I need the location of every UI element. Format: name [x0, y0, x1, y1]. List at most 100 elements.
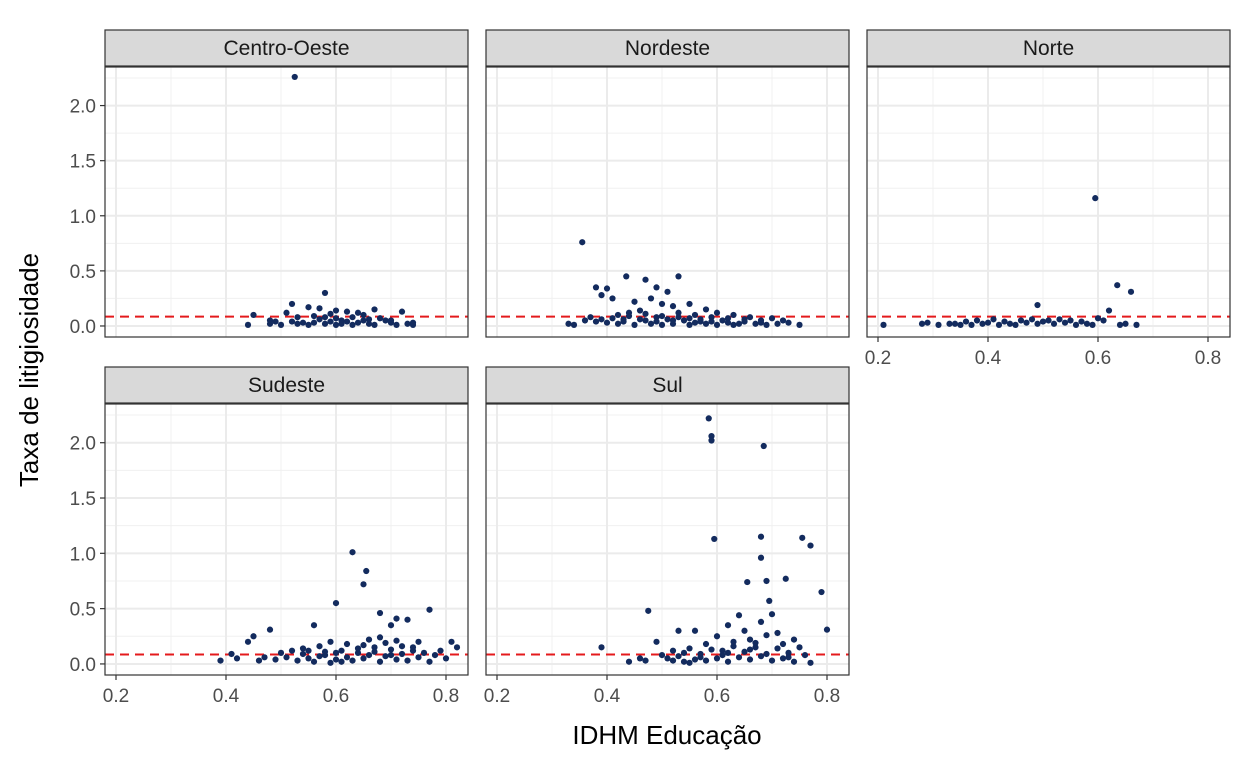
data-point — [255, 657, 263, 664]
data-point — [880, 321, 887, 328]
data-point — [338, 647, 345, 654]
data-point — [365, 320, 373, 327]
data-point — [382, 317, 389, 324]
data-point — [686, 321, 693, 328]
data-point — [393, 656, 400, 663]
data-point — [708, 318, 715, 325]
panel-sul: Sul 0.2 0.4 0.6 0.8 — [484, 366, 850, 707]
x-tick-label: 0.2 — [484, 686, 510, 707]
data-point — [1034, 320, 1041, 327]
data-point — [653, 314, 660, 321]
data-point — [686, 315, 693, 322]
data-point — [708, 437, 715, 444]
x-tick-label: 0.4 — [975, 348, 1002, 369]
data-point — [741, 648, 748, 655]
data-point — [404, 657, 411, 664]
data-point — [763, 632, 770, 639]
panel-sudeste: Sudeste 0.0 0.5 1.0 1.5 2.0 0.2 0.4 0.6 0.8 — [70, 366, 469, 707]
data-point — [708, 314, 715, 321]
data-point — [437, 647, 444, 654]
data-point — [305, 304, 312, 311]
data-point — [1122, 320, 1129, 327]
y-tick-label: 0.0 — [70, 317, 96, 338]
data-point — [343, 318, 351, 325]
data-point — [387, 622, 395, 629]
data-point — [266, 626, 274, 633]
data-point — [631, 321, 638, 328]
data-point — [409, 644, 417, 651]
data-point — [730, 643, 737, 650]
data-point — [957, 321, 964, 328]
data-point — [691, 656, 699, 663]
data-point — [620, 318, 627, 325]
data-point — [790, 658, 798, 665]
data-point — [387, 646, 395, 653]
data-point — [979, 320, 986, 327]
data-point — [250, 633, 257, 640]
data-point — [1023, 319, 1030, 326]
data-point — [1050, 320, 1058, 327]
data-point — [603, 319, 611, 326]
data-point — [675, 314, 682, 321]
data-point — [653, 284, 660, 291]
data-point — [724, 649, 732, 656]
data-point — [669, 657, 677, 664]
data-point — [675, 627, 682, 634]
data-point — [291, 73, 298, 81]
data-point — [343, 640, 351, 648]
data-point — [592, 318, 600, 325]
data-point — [310, 319, 318, 326]
panel-border — [866, 66, 1231, 338]
data-point — [1017, 317, 1025, 324]
data-point — [305, 647, 312, 654]
data-point — [631, 298, 638, 305]
data-point — [995, 321, 1003, 328]
data-point — [360, 311, 367, 319]
data-point — [266, 320, 274, 327]
data-point — [1078, 318, 1085, 325]
data-point — [426, 606, 433, 613]
data-point — [766, 597, 773, 604]
data-point — [277, 321, 285, 328]
data-point — [658, 300, 666, 308]
data-point — [664, 288, 671, 295]
data-point — [305, 655, 312, 662]
y-tick-label: 0.5 — [70, 600, 96, 621]
data-point — [744, 578, 751, 586]
data-point — [702, 320, 710, 327]
y-tick-label: 0.5 — [70, 262, 96, 283]
data-point — [741, 627, 748, 634]
data-point — [327, 638, 334, 645]
data-point — [746, 636, 754, 643]
data-point — [581, 317, 589, 324]
data-point — [387, 651, 395, 659]
data-point — [724, 622, 732, 629]
data-point — [321, 648, 329, 655]
plot-background — [867, 67, 1230, 337]
data-point — [918, 320, 926, 327]
data-point — [321, 320, 329, 327]
facet-strip — [104, 366, 469, 404]
data-point — [763, 650, 770, 658]
data-point — [349, 549, 356, 556]
data-point — [763, 321, 770, 328]
x-axis-title: IDHM Educação — [572, 720, 761, 750]
data-point — [305, 321, 312, 328]
data-point — [442, 655, 450, 662]
data-point — [713, 633, 721, 640]
data-point — [697, 650, 704, 658]
data-point — [376, 658, 384, 665]
data-point — [675, 309, 682, 316]
data-point — [774, 320, 781, 327]
data-point — [807, 542, 814, 549]
data-point — [371, 644, 378, 651]
data-point — [664, 316, 671, 323]
facet-strip — [104, 29, 469, 67]
data-point — [730, 638, 737, 645]
data-point — [316, 316, 323, 323]
data-point — [768, 657, 776, 664]
data-point — [946, 320, 953, 327]
data-point — [1105, 307, 1113, 314]
x-tick-label: 0.4 — [213, 686, 240, 707]
data-point — [968, 321, 975, 328]
